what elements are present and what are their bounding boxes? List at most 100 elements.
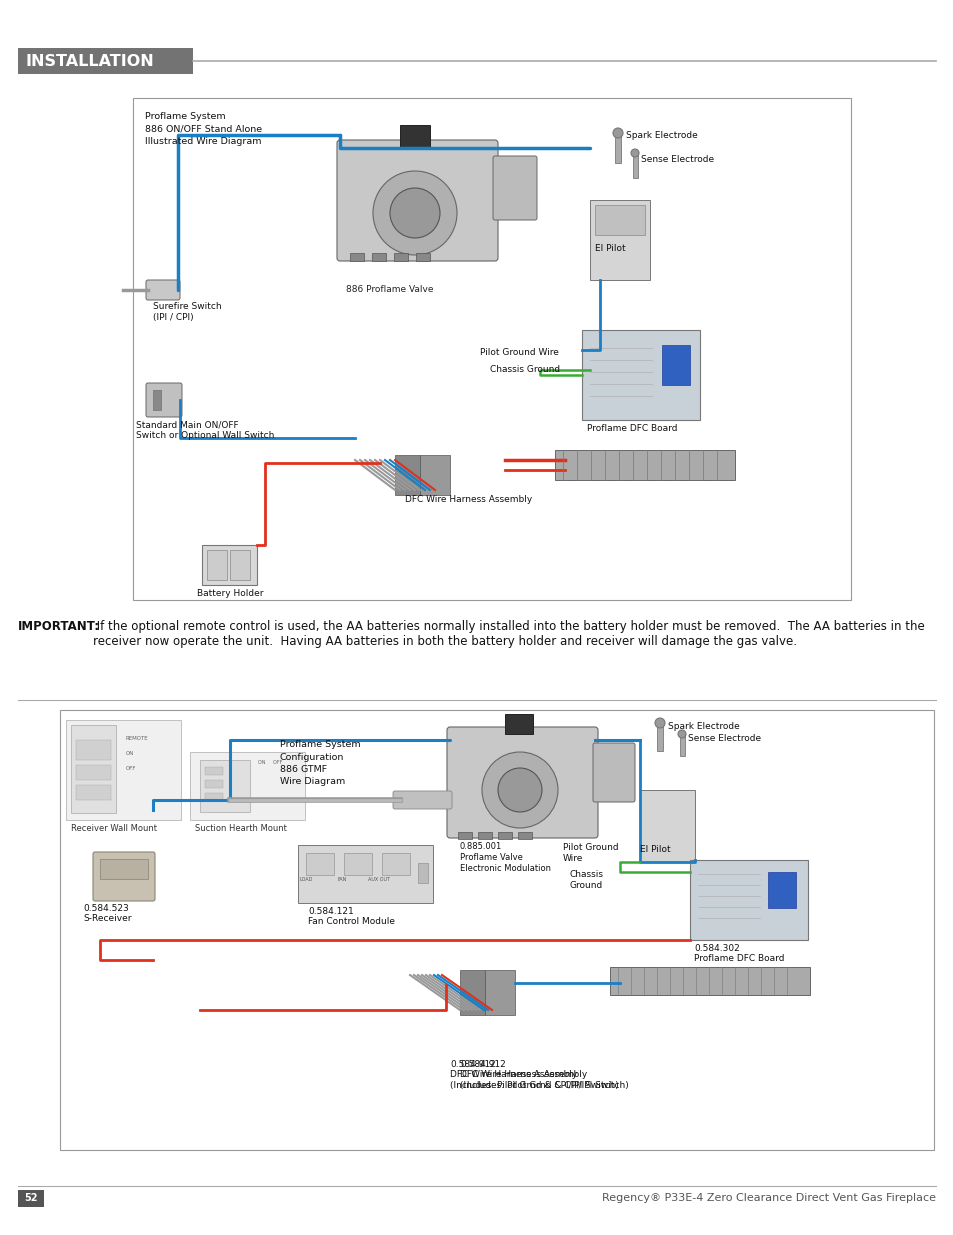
Bar bbox=[581, 330, 700, 420]
Bar bbox=[484, 969, 515, 1015]
Text: FAN: FAN bbox=[337, 877, 347, 882]
Bar bbox=[419, 454, 450, 495]
Text: 0.584.912
DFC Wire Harness Assembly
(Includes: Pilot Grnd & CPI/IPI Switch): 0.584.912 DFC Wire Harness Assembly (Inc… bbox=[459, 1060, 628, 1089]
Bar bbox=[100, 860, 148, 879]
Bar bbox=[205, 781, 223, 788]
Bar bbox=[457, 832, 472, 839]
Bar bbox=[609, 967, 809, 995]
Text: Receiver Wall Mount: Receiver Wall Mount bbox=[71, 824, 157, 832]
Text: 0.584.302
Proflame DFC Board: 0.584.302 Proflame DFC Board bbox=[693, 944, 783, 963]
Bar bbox=[76, 785, 111, 800]
Bar bbox=[205, 793, 223, 802]
Circle shape bbox=[373, 170, 456, 254]
Bar bbox=[417, 863, 428, 883]
Bar bbox=[202, 545, 256, 585]
Bar bbox=[395, 454, 419, 495]
Bar bbox=[76, 764, 111, 781]
Text: Proflame System
Configuration
886 GTMF
Wire Diagram: Proflame System Configuration 886 GTMF W… bbox=[280, 740, 360, 787]
FancyBboxPatch shape bbox=[493, 156, 537, 220]
Text: If the optional remote control is used, the AA batteries normally installed into: If the optional remote control is used, … bbox=[92, 620, 923, 648]
Bar bbox=[230, 550, 250, 580]
Bar bbox=[344, 853, 372, 876]
Bar bbox=[639, 790, 695, 862]
Bar bbox=[76, 740, 111, 760]
Text: REMOTE: REMOTE bbox=[126, 736, 149, 741]
Text: Spark Electrode: Spark Electrode bbox=[667, 722, 739, 731]
FancyBboxPatch shape bbox=[146, 280, 180, 300]
Bar bbox=[205, 767, 223, 776]
Text: Regency® P33E-4 Zero Clearance Direct Vent Gas Fireplace: Regency® P33E-4 Zero Clearance Direct Ve… bbox=[601, 1193, 935, 1203]
Bar bbox=[152, 390, 161, 410]
Text: Proflame DFC Board: Proflame DFC Board bbox=[586, 424, 677, 433]
Bar bbox=[350, 253, 364, 261]
Bar bbox=[517, 832, 532, 839]
Bar bbox=[18, 48, 193, 74]
Bar bbox=[18, 1191, 44, 1207]
Text: Pilot Ground Wire: Pilot Ground Wire bbox=[479, 348, 558, 357]
FancyBboxPatch shape bbox=[92, 852, 154, 902]
Bar bbox=[306, 853, 334, 876]
Bar bbox=[416, 253, 430, 261]
Text: Pilot Ground
Wire: Pilot Ground Wire bbox=[562, 844, 618, 863]
Bar bbox=[679, 734, 684, 756]
Bar bbox=[661, 345, 689, 385]
Circle shape bbox=[390, 188, 439, 238]
Bar bbox=[689, 860, 807, 940]
Circle shape bbox=[481, 752, 558, 827]
FancyBboxPatch shape bbox=[336, 140, 497, 261]
Text: IMPORTANT:: IMPORTANT: bbox=[18, 620, 100, 634]
FancyBboxPatch shape bbox=[447, 727, 598, 839]
Text: Spark Electrode: Spark Electrode bbox=[625, 131, 697, 140]
Circle shape bbox=[655, 718, 664, 727]
Bar bbox=[633, 153, 638, 178]
Text: OFF: OFF bbox=[126, 766, 136, 771]
Circle shape bbox=[497, 768, 541, 811]
Circle shape bbox=[613, 128, 622, 138]
Text: 886 Proflame Valve: 886 Proflame Valve bbox=[346, 285, 434, 294]
Text: AUX OUT: AUX OUT bbox=[368, 877, 390, 882]
Bar bbox=[595, 205, 644, 235]
Text: Proflame System
886 ON/OFF Stand Alone
Illustrated Wire Diagram: Proflame System 886 ON/OFF Stand Alone I… bbox=[145, 112, 262, 146]
Bar bbox=[504, 714, 533, 734]
Bar bbox=[381, 853, 410, 876]
Bar bbox=[394, 253, 408, 261]
Text: 0.584.912
DFC Wire Harness Assembly
(Includes: Pilot Grnd & CPI/IPI Switch): 0.584.912 DFC Wire Harness Assembly (Inc… bbox=[450, 1060, 618, 1089]
Bar bbox=[132, 98, 850, 600]
Text: 0.584.121
Fan Control Module: 0.584.121 Fan Control Module bbox=[308, 906, 395, 926]
Circle shape bbox=[678, 730, 685, 739]
Bar bbox=[589, 200, 649, 280]
Text: Sense Electrode: Sense Electrode bbox=[640, 156, 714, 164]
Text: Suction Hearth Mount: Suction Hearth Mount bbox=[194, 824, 287, 832]
Bar bbox=[477, 832, 492, 839]
Text: DFC Wire Harness Assembly: DFC Wire Harness Assembly bbox=[405, 495, 532, 504]
Text: EI Pilot: EI Pilot bbox=[639, 845, 670, 853]
FancyBboxPatch shape bbox=[146, 383, 182, 417]
Circle shape bbox=[630, 149, 639, 157]
Text: Chassis
Ground: Chassis Ground bbox=[569, 869, 603, 890]
Text: 0.584.523
S-Receiver: 0.584.523 S-Receiver bbox=[83, 904, 132, 924]
Text: INSTALLATION: INSTALLATION bbox=[26, 53, 154, 68]
Bar bbox=[767, 872, 795, 908]
Bar bbox=[66, 720, 181, 820]
Bar bbox=[657, 722, 662, 751]
Bar bbox=[555, 450, 734, 480]
Bar bbox=[71, 725, 116, 813]
Text: EI Pilot: EI Pilot bbox=[595, 245, 625, 253]
Text: ON: ON bbox=[126, 751, 134, 756]
Text: Standard Main ON/OFF
Switch or Optional Wall Switch: Standard Main ON/OFF Switch or Optional … bbox=[136, 420, 274, 440]
Bar bbox=[297, 845, 433, 903]
Bar bbox=[399, 125, 430, 147]
Text: Surefire Switch
(IPI / CPI): Surefire Switch (IPI / CPI) bbox=[152, 303, 221, 322]
Text: ON     OFF: ON OFF bbox=[257, 760, 282, 764]
Text: Chassis Ground: Chassis Ground bbox=[490, 366, 559, 374]
Bar bbox=[207, 550, 227, 580]
Text: 52: 52 bbox=[24, 1193, 38, 1203]
Bar bbox=[497, 832, 512, 839]
Text: Sense Electrode: Sense Electrode bbox=[687, 734, 760, 743]
FancyBboxPatch shape bbox=[593, 743, 635, 802]
Bar bbox=[60, 710, 933, 1150]
Bar bbox=[190, 752, 305, 820]
Bar bbox=[615, 133, 620, 163]
Text: LOAD: LOAD bbox=[299, 877, 313, 882]
FancyBboxPatch shape bbox=[393, 790, 452, 809]
